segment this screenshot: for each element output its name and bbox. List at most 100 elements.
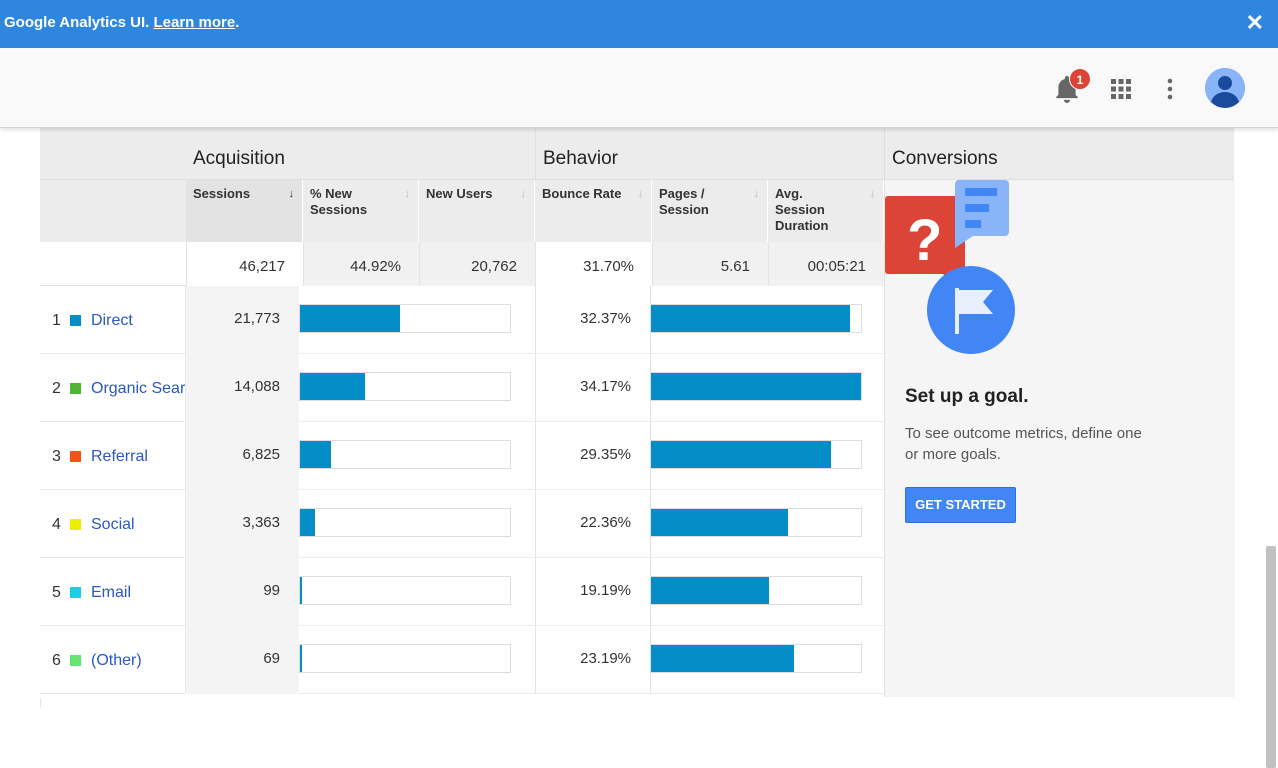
bounce-bar-track [650,508,862,537]
banner-message: Google Analytics UI. [4,14,154,31]
bounce-bar-track [650,372,862,401]
sessions-bar [300,373,365,400]
sessions-bar-cell [299,422,535,490]
channels-table: Acquisition Behavior Conversions Session… [40,128,1235,698]
bounce-bar [651,305,850,332]
row-number: 2 [52,380,61,397]
col-new-users[interactable]: New Users ↓ [419,180,535,242]
channel-color-swatch [70,383,81,394]
bounce-bar-track [650,304,862,333]
col-new-users-label: New Users [426,186,493,201]
group-acquisition: Acquisition [186,128,535,180]
account-avatar-icon [1205,68,1245,108]
close-icon[interactable]: ✕ [1245,10,1264,35]
more-vert-icon[interactable] [1160,78,1180,100]
channel-link[interactable]: Organic Search [91,380,186,397]
group-conversions: Conversions [884,128,1234,180]
sessions-bar-cell [299,490,535,558]
bounce-bar-track [650,576,862,605]
totals-label-cell [40,242,186,286]
row-number: 4 [52,516,61,533]
bounce-bar-track [650,644,862,673]
bounce-rate-value: 19.19% [535,558,650,626]
sessions-value: 21,773 [186,286,299,354]
channel-link[interactable]: Referral [91,448,148,465]
chat-bubble-icon [955,180,1009,248]
channel-color-swatch [70,451,81,462]
bounce-rate-value: 23.19% [535,626,650,694]
get-started-button[interactable]: GET STARTED [905,487,1016,523]
bounce-rate-value: 32.37% [535,286,650,354]
learn-more-link[interactable]: Learn more [153,14,236,31]
col-sessions[interactable]: Sessions ↓ [186,180,303,242]
bounce-rate-value: 29.35% [535,422,650,490]
channel-link[interactable]: Direct [91,312,133,329]
table-row: 1 Direct [40,286,186,354]
sort-desc-icon[interactable]: ↓ [288,188,295,200]
conversions-panel: ? Set up a goal. To see outcome metrics,… [884,180,1235,697]
corner-header [40,128,186,180]
sessions-bar-cell [299,286,535,354]
sessions-bar-track [299,372,511,401]
sessions-bar-track [299,576,511,605]
bounce-bar-track [650,440,862,469]
channel-color-swatch [70,315,81,326]
notification-badge[interactable]: 1 [1069,68,1091,90]
bounce-bar [651,645,794,672]
col-sessions-label: Sessions [193,186,251,201]
col-pct-new-sessions[interactable]: % New Sessions ↓ [303,180,419,242]
bounce-rate-value: 22.36% [535,490,650,558]
goal-description: To see outcome metrics, define one or mo… [905,425,1142,463]
sessions-value: 3,363 [186,490,299,558]
channel-color-swatch [70,519,81,530]
goal-title: Set up a goal. [905,386,1029,407]
svg-text:?: ? [907,208,942,273]
banner-suffix: . [235,14,240,31]
table-row: 5 Email [40,558,186,626]
total-pct-new-sessions: 44.92% [303,242,419,286]
col-avg-session-duration[interactable]: Avg. Session Duration ↓ [768,180,884,242]
banner-text: Google Analytics UI. Learn more. [4,14,239,31]
table-row: 3 Referral [40,422,186,490]
scrollbar[interactable] [1264,128,1278,768]
channel-link[interactable]: Social [91,516,135,533]
bounce-bar [651,373,861,400]
table-row: 2 Organic Search [40,354,186,422]
channel-color-swatch [70,655,81,666]
sessions-bar [300,509,316,536]
sessions-bar-track [299,508,511,537]
sort-icon[interactable]: ↓ [637,188,644,200]
col-bounce-rate-label: Bounce Rate [542,186,622,201]
sort-icon[interactable]: ↓ [869,188,876,200]
account-avatar[interactable] [1205,68,1245,108]
sessions-value: 99 [186,558,299,626]
dimension-header [40,180,186,242]
total-avg-session-duration: 00:05:21 [768,242,884,286]
sessions-bar-cell [299,354,535,422]
sessions-bar-cell [299,558,535,626]
sort-icon[interactable]: ↓ [753,188,760,200]
channel-link[interactable]: Email [91,584,132,601]
bounce-bar [651,509,789,536]
row-number: 3 [52,448,61,465]
col-bounce-rate[interactable]: Bounce Rate ↓ [535,180,652,242]
sort-icon[interactable]: ↓ [520,188,527,200]
col-pages-session-label: Pages / Session [659,186,709,217]
total-sessions: 46,217 [186,242,303,286]
goal-illustration: ? [885,180,1015,354]
sessions-bar [300,577,302,604]
col-pct-new-sessions-label: % New Sessions [310,186,368,217]
sessions-value: 69 [186,626,299,694]
col-pages-session[interactable]: Pages / Session ↓ [652,180,768,242]
channel-link[interactable]: (Other) [91,652,142,669]
sessions-bar-track [299,644,511,673]
left-gutter [16,128,41,708]
scrollbar-thumb[interactable] [1266,546,1276,768]
row-number: 1 [52,312,61,329]
sessions-bar [300,645,302,672]
bounce-bar [651,441,832,468]
apps-grid-icon[interactable] [1110,78,1132,100]
question-bubble-icon: ? [885,196,965,292]
info-banner: Google Analytics UI. Learn more. ✕ [0,0,1278,48]
sort-icon[interactable]: ↓ [404,188,411,200]
